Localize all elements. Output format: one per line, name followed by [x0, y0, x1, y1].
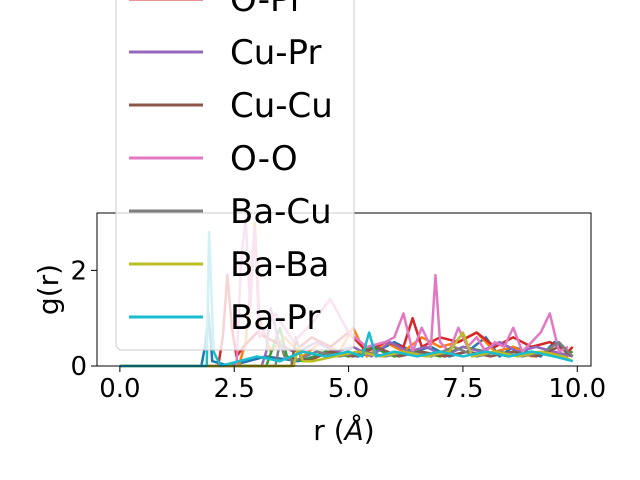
x-tick-label: 0.0 [99, 374, 140, 404]
legend-label: Ba-Cu [230, 192, 332, 232]
x-tick-label: 10.0 [548, 374, 606, 404]
legend-label: Ba-Pr [230, 298, 320, 338]
x-tick-label: 7.5 [442, 374, 483, 404]
x-tick-label: 2.5 [214, 374, 255, 404]
legend-label: O-Pr [230, 0, 304, 20]
legend-label: Cu-Pr [230, 33, 321, 73]
series-line-8 [119, 331, 574, 368]
legend-label: Cu-Cu [230, 86, 333, 126]
x-axis-unit: Å [343, 413, 364, 447]
x-axis-ticks: 0.0 2.5 5.0 7.5 10.0 [99, 366, 606, 404]
y-axis-ticks: 02 [70, 256, 97, 382]
x-axis-label: r (Å) [313, 413, 374, 447]
legend-box [115, 0, 355, 351]
y-tick-label: 2 [70, 256, 87, 286]
y-axis-label: g(r) [32, 264, 65, 315]
x-tick-label: 5.0 [328, 374, 369, 404]
legend-label: Ba-Ba [230, 245, 329, 285]
legend: O-Pr Cu-Pr Cu-Cu O-O Ba-Cu Ba-Ba Ba-Pr [115, 0, 355, 351]
y-tick-label: 0 [70, 352, 87, 382]
series-line-9 [119, 230, 574, 368]
legend-label: O-O [230, 139, 298, 179]
